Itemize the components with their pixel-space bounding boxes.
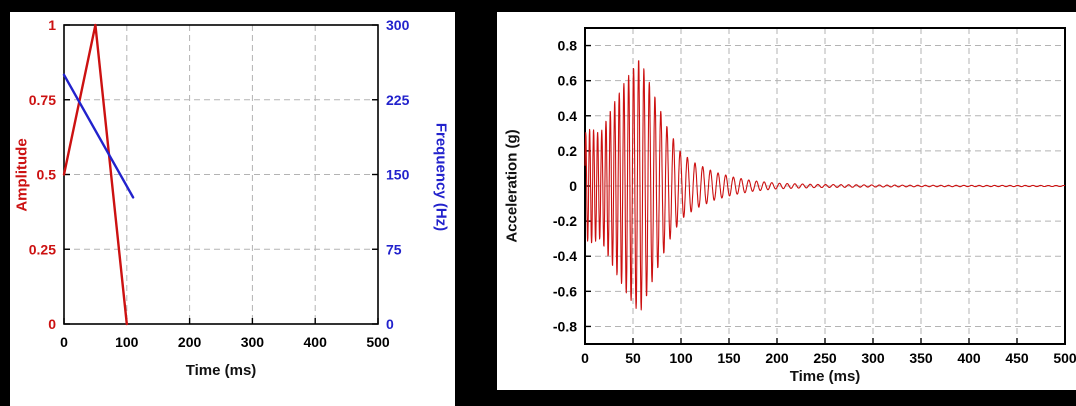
amplitude-envelope-line xyxy=(62,23,129,326)
tick-label: 0.2 xyxy=(558,143,578,159)
amplitude-axis-label: Amplitude xyxy=(13,138,31,212)
tick-label: 400 xyxy=(304,334,328,350)
tick-label: 150 xyxy=(717,350,741,366)
tick-label: 200 xyxy=(765,350,789,366)
amplitude-frequency-chart: 0 100 200 300 400 500 0 0.25 0.5 0.75 1 0 75 150 225 30… xyxy=(29,17,410,350)
acceleration-chart-panel: 0 50 100 150 200 250 300 350 400 450 500 -0.8 -0.6 -0… xyxy=(497,12,1076,390)
tick-label: 225 xyxy=(386,92,410,108)
time-axis-label-right: Time (ms) xyxy=(789,368,861,385)
frequency-axis-label: Frequency (Hz) xyxy=(432,122,450,232)
tick-label: -0.8 xyxy=(553,318,577,334)
tick-label: -0.2 xyxy=(553,213,577,229)
tick-label: 0 xyxy=(569,178,577,194)
tick-label: 0.75 xyxy=(29,92,56,108)
frequency-sweep-line xyxy=(62,73,135,199)
tick-label: 0.6 xyxy=(558,73,578,89)
tick-label: 0.25 xyxy=(29,241,56,257)
tick-label: 250 xyxy=(813,350,837,366)
tick-label: 500 xyxy=(366,334,390,350)
tick-label: 300 xyxy=(386,17,410,33)
tick-label: 200 xyxy=(178,334,202,350)
tick-label: 75 xyxy=(386,241,402,257)
tick-label: 300 xyxy=(241,334,265,350)
tick-label: -0.6 xyxy=(553,283,577,299)
tick-label: 350 xyxy=(909,350,933,366)
tick-label: -0.4 xyxy=(553,248,577,264)
tick-label: 50 xyxy=(625,350,641,366)
tick-label: 450 xyxy=(1005,350,1029,366)
time-axis-label-left: Time (ms) xyxy=(185,362,257,379)
tick-label: 0 xyxy=(48,316,56,332)
tick-label: 100 xyxy=(115,334,139,350)
tick-label: 0 xyxy=(581,350,589,366)
input-pulse-chart-panel: 0 100 200 300 400 500 0 0.25 0.5 0.75 1 0 75 150 225 30… xyxy=(10,12,455,406)
swept-sine-burst-line xyxy=(584,60,1066,311)
tick-label: 0.4 xyxy=(558,108,578,124)
acceleration-time-chart: 0 50 100 150 200 250 300 350 400 450 500 -0.8 -0.6 -0… xyxy=(553,27,1076,366)
tick-label: 0.5 xyxy=(37,167,57,183)
tick-label: 300 xyxy=(861,350,885,366)
acceleration-axis-label: Acceleration (g) xyxy=(503,129,521,243)
tick-label: 100 xyxy=(669,350,693,366)
tick-label: 150 xyxy=(386,167,410,183)
tick-label: 500 xyxy=(1053,350,1076,366)
tick-label: 1 xyxy=(48,17,56,33)
tick-label: 0.8 xyxy=(558,38,578,54)
tick-label: 0 xyxy=(386,316,394,332)
tick-label: 0 xyxy=(60,334,68,350)
tick-label: 400 xyxy=(957,350,981,366)
